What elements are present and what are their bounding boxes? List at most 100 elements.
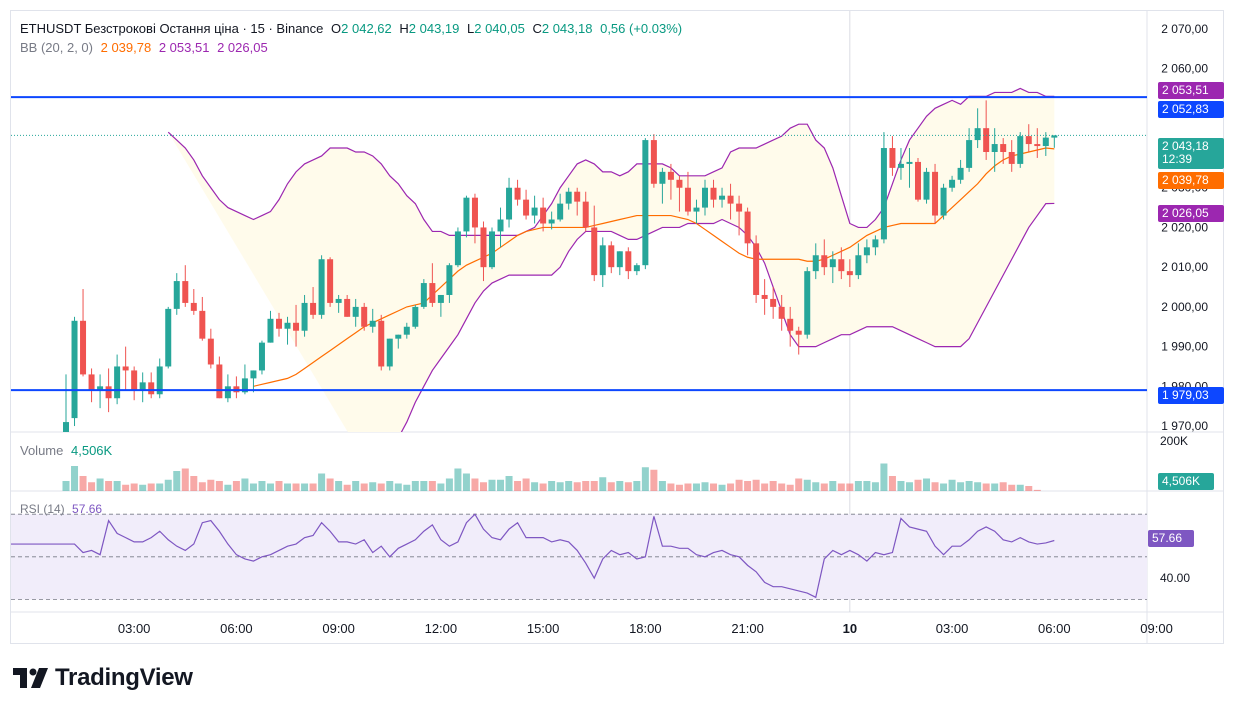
volume-bar — [675, 484, 683, 491]
candle-body — [897, 163, 904, 168]
volume-bar — [394, 483, 402, 491]
volume-bar — [164, 479, 172, 491]
volume-bar — [692, 483, 700, 491]
volume-bar — [301, 483, 309, 491]
volume-bar — [846, 483, 854, 491]
volume-bar — [905, 482, 913, 491]
volume-bar — [854, 481, 862, 491]
time-axis-label: 03:00 — [118, 621, 151, 636]
volume-bar — [718, 484, 726, 491]
candle-body — [369, 320, 376, 327]
price-axis-tick: 2 010,00 — [1161, 260, 1208, 274]
volume-legend: Volume 4,506K — [20, 443, 116, 458]
candle-body — [327, 259, 334, 303]
candle-body — [608, 245, 615, 268]
low-label: L — [467, 21, 475, 36]
candle-body — [148, 382, 155, 395]
ohlc-legend: ETHUSDT Безстрокові Остання ціна · 15 · … — [20, 21, 686, 36]
volume-bar — [1025, 486, 1033, 491]
candle-body — [352, 306, 359, 317]
candle-body — [540, 207, 547, 224]
chart-frame[interactable] — [10, 10, 1224, 644]
volume-bar — [258, 481, 266, 491]
candle-body — [276, 318, 282, 329]
hline-bottom-tag: 1 979,03 — [1158, 387, 1224, 404]
candle-body — [310, 302, 317, 315]
time-axis-label: 06:00 — [220, 621, 253, 636]
open-label: O — [331, 21, 342, 36]
volume-bar — [914, 479, 922, 491]
volume-bar — [522, 478, 530, 491]
volume-bar — [181, 468, 189, 491]
volume-tag: 4,506K — [1158, 473, 1214, 490]
volume-bar — [786, 484, 794, 491]
volume-bar — [360, 483, 368, 491]
volume-bar — [624, 482, 632, 491]
volume-bar — [139, 484, 147, 491]
candle-body — [216, 364, 223, 399]
volume-bar — [428, 481, 436, 491]
volume-bar — [599, 477, 607, 491]
candle-body — [454, 231, 461, 266]
volume-bar — [965, 481, 973, 491]
candle-body — [420, 283, 427, 307]
tradingview-logo-text: TradingView — [55, 664, 193, 691]
candle-body — [1042, 137, 1049, 147]
volume-bar — [471, 478, 479, 491]
volume-bar — [96, 478, 104, 491]
volume-bar — [982, 483, 990, 491]
last-price-tag: 2 043,18 12:39 — [1158, 138, 1224, 169]
candle-body — [719, 195, 726, 200]
volume-bar — [607, 482, 615, 491]
candle-body — [710, 187, 717, 200]
volume-bar — [275, 481, 283, 491]
volume-bar — [386, 481, 394, 491]
volume-bar — [71, 466, 79, 491]
candle-body — [778, 306, 785, 319]
volume-bar — [812, 482, 820, 491]
volume-bar — [582, 481, 590, 491]
candle-body — [872, 239, 879, 248]
candle-body — [744, 211, 751, 244]
candle-body — [957, 167, 964, 180]
candle-body — [591, 227, 598, 276]
volume-bar — [556, 482, 564, 491]
price-axis-tick: 1 970,00 — [1161, 419, 1208, 433]
volume-bar — [778, 483, 786, 491]
volume-bar — [284, 483, 292, 491]
candle-body — [838, 259, 845, 272]
high-value: 2 043,19 — [408, 21, 460, 36]
candle-body — [361, 306, 368, 327]
candle-body — [557, 203, 564, 220]
candle-body — [446, 265, 453, 295]
candle-body — [378, 320, 385, 367]
candle-body — [659, 171, 666, 184]
candle-body — [71, 320, 78, 419]
candle-body — [846, 271, 853, 276]
candle-body — [506, 187, 513, 220]
rsi-line — [11, 513, 1055, 599]
candle-body — [642, 140, 649, 266]
volume-bar — [829, 481, 837, 491]
tradingview-logo[interactable]: TradingView — [13, 664, 193, 692]
hline-top-tag: 2 052,83 — [1158, 101, 1224, 118]
candle-body — [480, 227, 487, 268]
change-value: 0,56 (+0.03%) — [600, 21, 683, 36]
volume-bar — [1033, 489, 1041, 491]
volume-bar — [957, 482, 965, 491]
volume-bar — [198, 482, 206, 491]
volume-bar — [79, 476, 87, 491]
close-label: C — [532, 21, 542, 36]
candle-body — [224, 386, 231, 399]
candle-body — [88, 374, 95, 391]
price-axis-tick: 2 060,00 — [1161, 62, 1208, 76]
volume-bar — [761, 483, 769, 491]
time-axis-label: 15:00 — [527, 621, 560, 636]
symbol-info: ETHUSDT Безстрокові Остання ціна · 15 · … — [20, 21, 324, 36]
volume-bar — [122, 484, 130, 491]
volume-bar — [488, 479, 496, 491]
volume-bar — [437, 483, 445, 491]
candle-body — [335, 298, 342, 303]
volume-bar — [497, 479, 505, 491]
